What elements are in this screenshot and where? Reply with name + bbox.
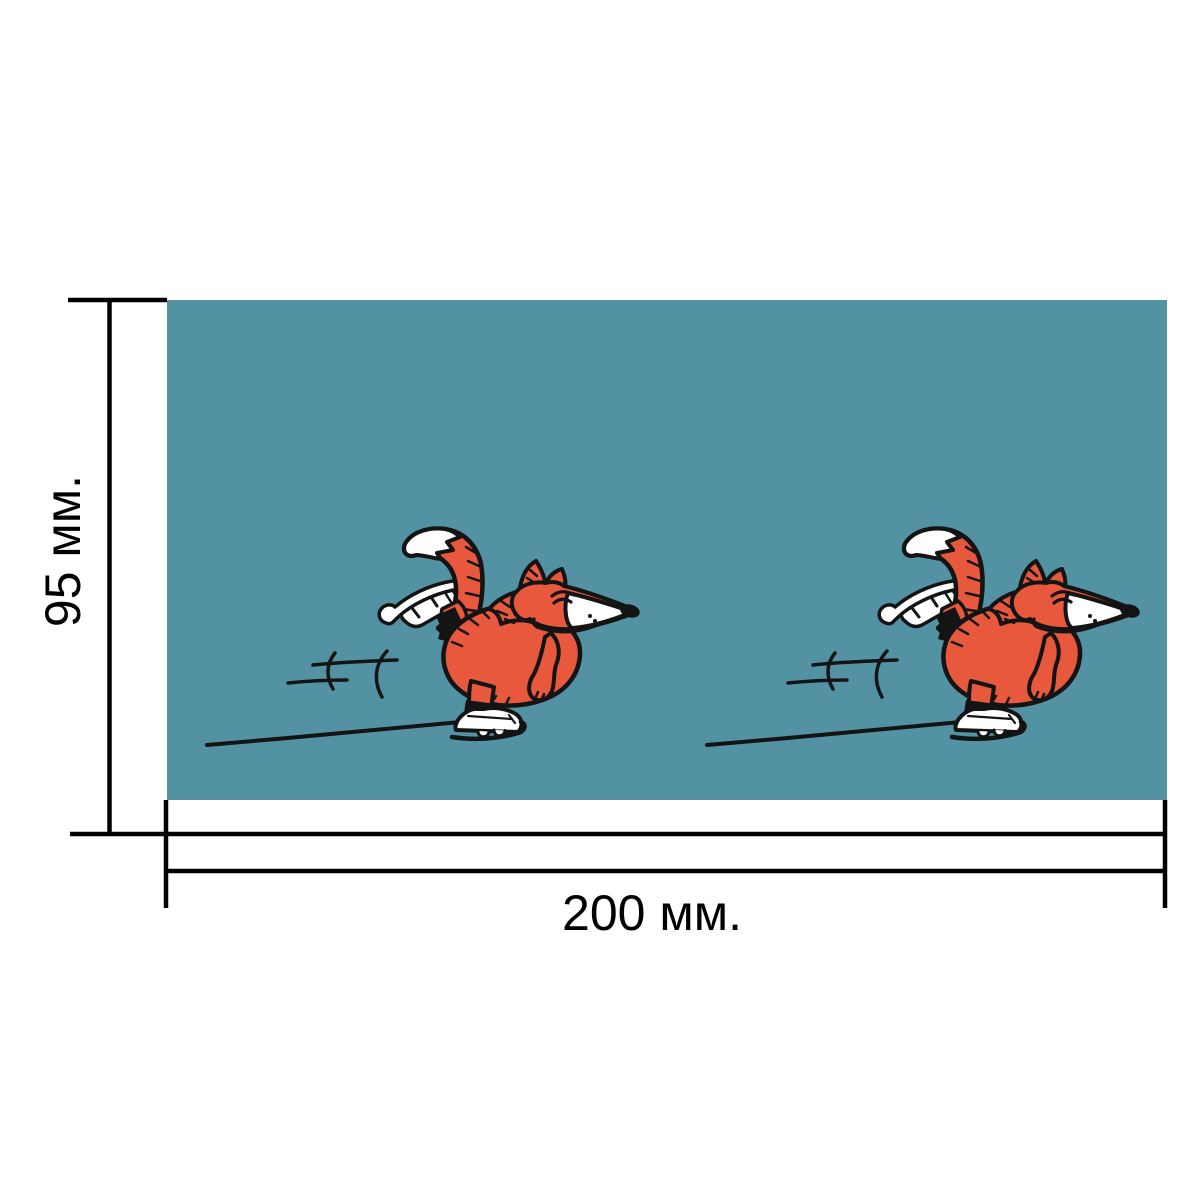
dimension-annotations	[68, 297, 1168, 908]
width-dimension-label: 200 мм.	[562, 885, 742, 941]
height-dimension-label: 95 мм.	[35, 475, 91, 627]
